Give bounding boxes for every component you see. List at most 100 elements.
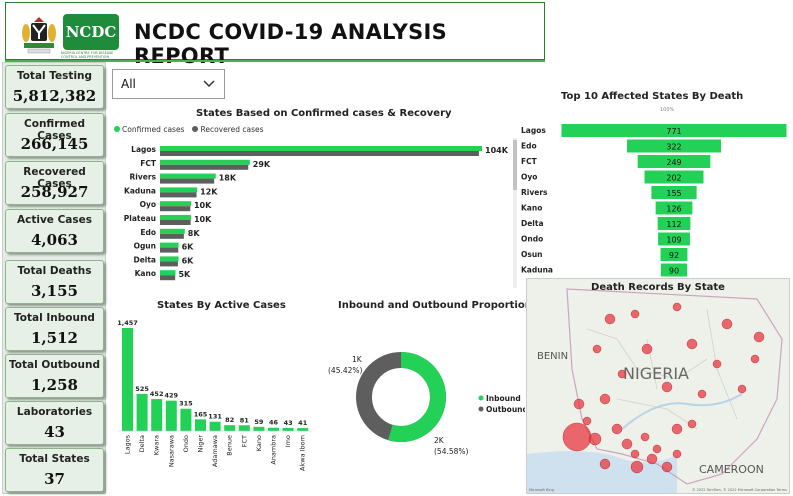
bar-confirmed xyxy=(160,187,198,193)
active-category-label: Delta xyxy=(138,435,146,452)
donut-label-outbound: 1K xyxy=(352,355,363,364)
kpi-label: Confirmed Cases xyxy=(24,118,85,142)
bar-confirmed xyxy=(160,215,191,220)
active-data-label: 1,457 xyxy=(117,319,138,327)
kpi-label: Laboratories xyxy=(16,406,93,418)
map-death-bubble xyxy=(712,359,722,369)
donut-slice-inbound xyxy=(356,352,446,442)
bar-category-label: FCT xyxy=(140,159,157,168)
map-label-cameroon: CAMEROON xyxy=(699,463,764,476)
kpi-card-confirmed-cases: Confirmed Cases 266,145 xyxy=(5,113,104,157)
bar-category-label: Plateau xyxy=(124,214,156,223)
active-category-label: Anambra xyxy=(270,435,278,465)
bar-recovered xyxy=(160,206,191,212)
active-bar xyxy=(151,399,163,431)
scrollbar-thumb xyxy=(513,140,517,190)
bar-recovered xyxy=(160,220,191,225)
map-death-bubble xyxy=(604,313,616,325)
scrollbar-track xyxy=(513,138,517,288)
kpi-value: 3,155 xyxy=(31,282,78,300)
kpi-card-recovered-cases: Recovered Cases 258,927 xyxy=(5,161,104,205)
map-death-bubble xyxy=(721,318,733,330)
active-bar xyxy=(253,426,265,431)
kpi-value: 1,512 xyxy=(31,329,78,347)
map-death-bubble xyxy=(753,331,765,343)
bar-recovered xyxy=(160,192,197,198)
funnel-bar xyxy=(627,139,721,153)
bar-recovered xyxy=(160,233,184,239)
map-title: Death Records By State xyxy=(591,282,725,293)
kpi-label: Total Inbound xyxy=(14,312,95,324)
map-death-bubble xyxy=(617,369,627,379)
kpi-label: Total Outbound xyxy=(9,359,100,371)
bar-recovered xyxy=(160,164,249,170)
confirmed-recovery-bar-chart[interactable]: Lagos 104K FCT 29K Rivers 18K Kaduna 12K Oyo 10K P… xyxy=(110,138,520,288)
funnel-bar xyxy=(660,248,688,261)
kpi-value: 4,063 xyxy=(31,231,78,249)
bar-recovered xyxy=(160,151,479,156)
map-canvas[interactable]: BENIN NIGERIA CAMEROON Microsoft Bing © … xyxy=(527,279,790,494)
inbound-outbound-donut-chart[interactable]: 1K (45.42%) 2K (54.58%) Inbound Outbound xyxy=(320,313,525,493)
donut-label-outbound-pct: (45.42%) xyxy=(328,366,363,375)
funnel-category-label: Lagos xyxy=(521,126,546,135)
kpi-sidebar: Total Testing 5,812,382 Confirmed Cases … xyxy=(2,62,106,494)
death-records-map[interactable]: Death Records By State BENIN NIGERIA CAM… xyxy=(526,278,790,494)
map-death-bubble xyxy=(582,416,592,426)
bar-data-label: 6K xyxy=(182,243,195,252)
active-data-label: 165 xyxy=(194,410,208,418)
map-death-bubble xyxy=(640,432,650,442)
state-filter-dropdown[interactable]: All xyxy=(112,69,225,99)
chevron-down-icon[interactable] xyxy=(202,76,216,90)
funnel-data-label: 90 xyxy=(669,267,679,276)
kpi-label: Active Cases xyxy=(16,214,92,226)
ncdc-logo: NCDC xyxy=(63,14,119,50)
map-death-bubble xyxy=(672,302,682,312)
kpi-value: 43 xyxy=(44,423,65,441)
bar-category-label: Oyo xyxy=(140,200,156,209)
legend-item-recovered[interactable]: Recovered cases xyxy=(192,125,264,134)
bar-confirmed xyxy=(160,270,176,276)
funnel-bar xyxy=(655,201,693,215)
coat-of-arms-icon xyxy=(22,17,56,54)
donut-chart-title: Inbound and Outbound Proportion xyxy=(338,300,532,311)
map-death-bubble xyxy=(750,354,760,364)
donut-label-inbound: 2K xyxy=(434,436,445,445)
map-death-bubble xyxy=(646,453,658,465)
legend-label-outbound: Outbound xyxy=(486,405,525,414)
kpi-value: 37 xyxy=(44,470,65,488)
kpi-value: 1,258 xyxy=(31,376,78,394)
active-bar xyxy=(238,425,250,431)
active-bar xyxy=(195,419,206,431)
legend-item-confirmed[interactable]: Confirmed cases xyxy=(114,125,184,134)
map-label-nigeria: NIGERIA xyxy=(623,364,689,383)
active-data-label: 81 xyxy=(240,416,250,424)
funnel-data-label: 109 xyxy=(666,236,681,245)
nigeria-border xyxy=(566,288,783,485)
active-bar xyxy=(209,421,221,431)
funnel-bar xyxy=(658,232,690,246)
active-category-label: Akwa Ibom xyxy=(299,435,307,471)
map-death-bubbles[interactable] xyxy=(562,302,765,474)
funnel-bar xyxy=(657,217,691,230)
active-data-label: 452 xyxy=(150,390,164,398)
bar-confirmed xyxy=(160,242,179,248)
deaths-funnel-chart[interactable]: Lagos 771 Edo 322 FCT 249 Oyo 202 Rivers 155 Kano 1… xyxy=(517,118,787,280)
map-bing-logo: Microsoft Bing xyxy=(529,488,554,492)
funnel-data-label: 771 xyxy=(666,127,681,136)
bar-category-label: Edo xyxy=(140,228,156,237)
funnel-category-label: Rivers xyxy=(521,188,548,197)
bar-confirmed xyxy=(160,159,250,165)
ncdc-logo-subtext: NIGERIA CENTRE FOR DISEASE CONTROL AND P… xyxy=(61,51,114,59)
map-death-bubble xyxy=(737,384,747,394)
map-death-bubble xyxy=(573,398,585,410)
bar-data-label: 18K xyxy=(219,174,237,183)
kpi-label: Total States xyxy=(19,453,90,465)
funnel-data-label: 126 xyxy=(666,205,681,214)
active-data-label: 41 xyxy=(298,419,308,427)
bar-category-label: Lagos xyxy=(131,145,156,154)
funnel-category-label: Edo xyxy=(521,142,537,151)
active-cases-column-chart[interactable]: 1,457 Lagos 525 Delta 452 Kwara 429 Nasarawa 315… xyxy=(112,313,317,493)
map-roads xyxy=(586,308,738,430)
funnel-category-label: Kano xyxy=(521,204,542,213)
bar-data-label: 29K xyxy=(253,160,271,169)
